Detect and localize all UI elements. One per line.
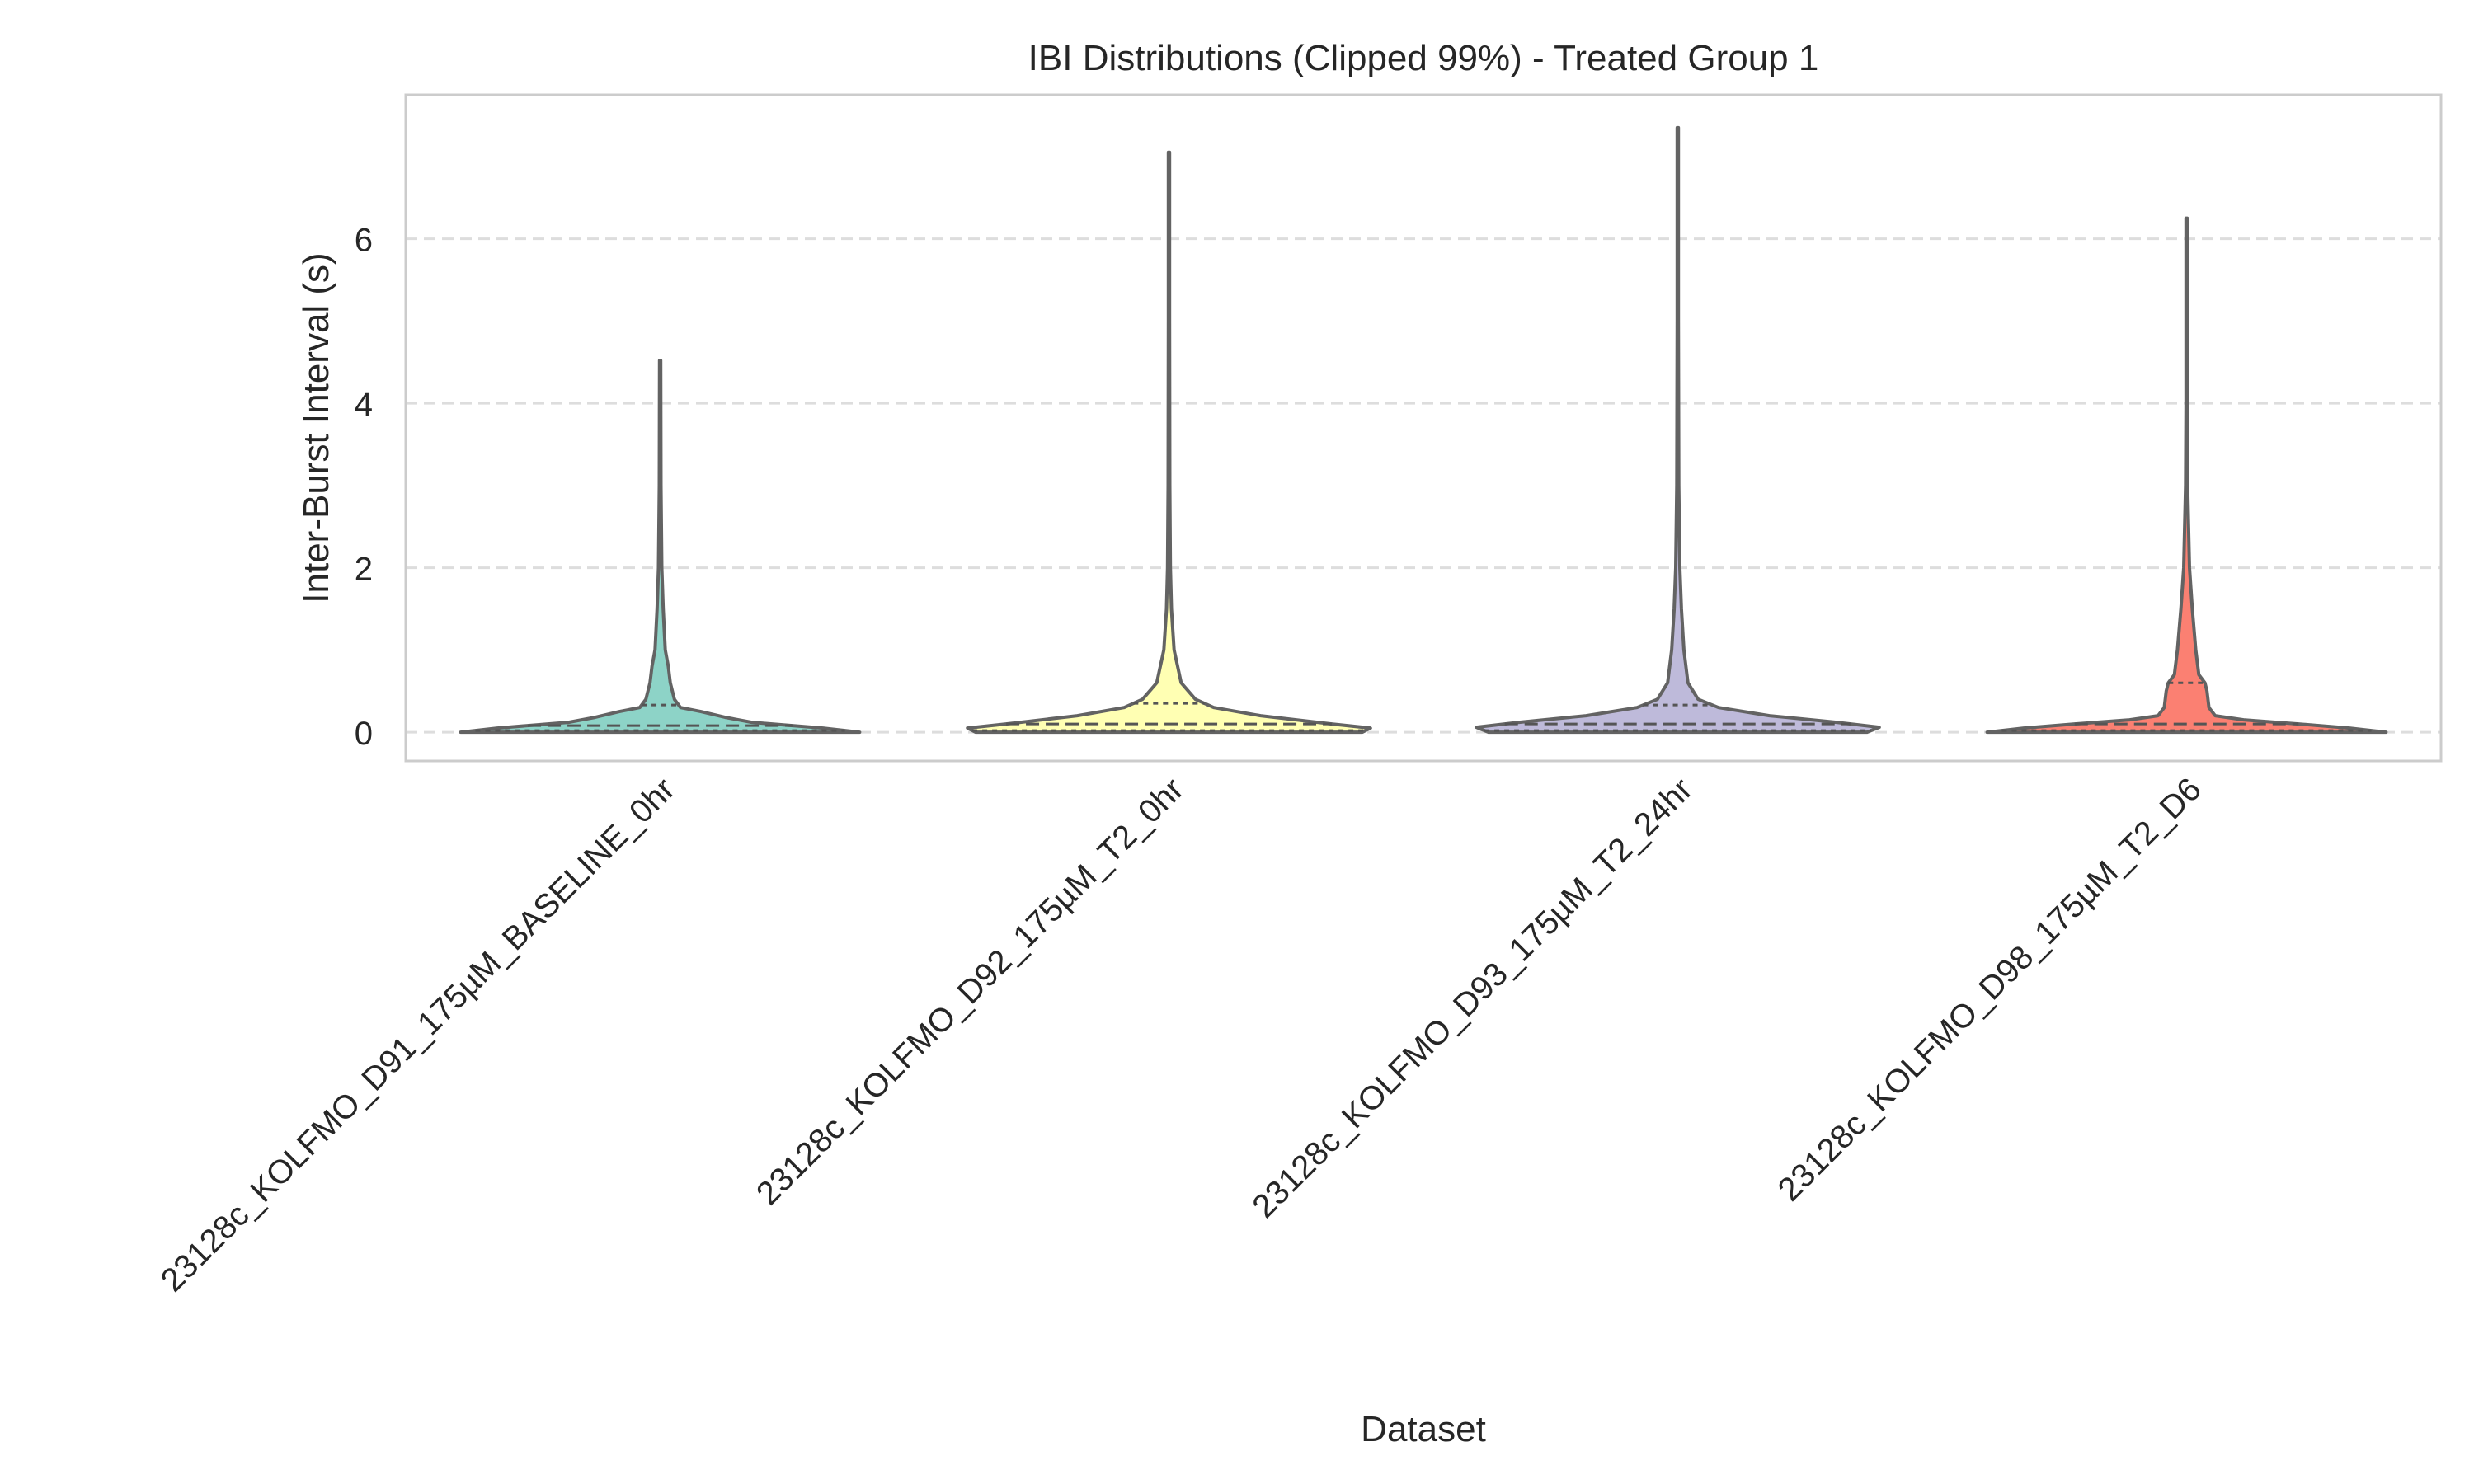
y-tick-label: 2: [355, 552, 373, 588]
violin: [1985, 216, 2388, 735]
violin-body: [459, 359, 862, 735]
y-tick-label: 0: [355, 716, 373, 752]
y-axis-label: Inter-Burst Interval (s): [296, 252, 336, 603]
violin: [1475, 125, 1881, 735]
chart-title: IBI Distributions (Clipped 99%) - Treate…: [1028, 38, 1819, 78]
y-axis-ticks: 0 2 4 6: [355, 223, 373, 753]
violin: [966, 150, 1372, 735]
violin-body: [1475, 125, 1881, 735]
violin-body: [1985, 216, 2388, 735]
y-tick-label: 4: [355, 387, 373, 423]
violin: [459, 359, 862, 735]
plot-frame: [404, 93, 2443, 763]
violins: [459, 125, 2388, 735]
x-axis-label: Dataset: [1361, 1409, 1486, 1449]
violin-body: [966, 150, 1372, 735]
y-tick-label: 6: [355, 223, 373, 259]
